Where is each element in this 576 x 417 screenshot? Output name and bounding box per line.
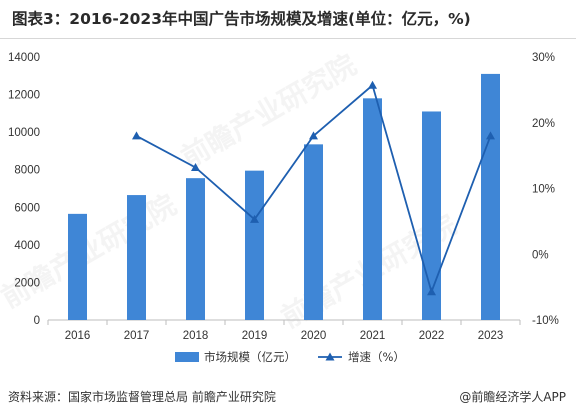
left-tick-label: 14000 bbox=[8, 52, 40, 64]
x-tick-label: 2018 bbox=[183, 330, 209, 342]
right-tick-label: 10% bbox=[532, 184, 555, 196]
left-tick-label: 8000 bbox=[14, 165, 40, 177]
source-note: 资料来源：国家市场监督管理总局 前瞻产业研究院 bbox=[8, 390, 276, 404]
bar-2022 bbox=[422, 111, 441, 320]
bar-2019 bbox=[245, 170, 264, 320]
left-tick-label: 10000 bbox=[8, 127, 40, 139]
growth-marker-2018 bbox=[191, 162, 200, 171]
x-tick-label: 2020 bbox=[301, 330, 327, 342]
chart-title: 图表3：2016-2023年中国广告市场规模及增速(单位：亿元，%) bbox=[12, 10, 471, 28]
left-tick-label: 12000 bbox=[8, 90, 40, 102]
title-divider bbox=[0, 38, 576, 39]
growth-marker-2017 bbox=[132, 131, 141, 140]
left-tick-label: 0 bbox=[34, 315, 40, 327]
right-tick-label: 0% bbox=[532, 249, 549, 261]
bar-2021 bbox=[363, 98, 382, 320]
bar-2020 bbox=[304, 144, 323, 320]
x-tick-label: 2023 bbox=[478, 330, 504, 342]
right-tick-label: -10% bbox=[532, 315, 559, 327]
left-tick-label: 4000 bbox=[14, 240, 40, 252]
growth-marker-2021 bbox=[368, 80, 377, 89]
x-tick-label: 2021 bbox=[360, 330, 386, 342]
bar-2018 bbox=[186, 178, 205, 320]
legend-label-bar: 市场规模（亿元） bbox=[204, 350, 296, 364]
bar-series bbox=[68, 73, 500, 321]
brand-label: @前瞻经济学人APP bbox=[459, 390, 566, 404]
legend-marker-line bbox=[325, 352, 335, 361]
right-tick-label: 20% bbox=[532, 118, 555, 130]
left-axis: 0 2000 4000 6000 8000 10000 12000 14000 bbox=[8, 52, 40, 327]
x-tick-label: 2017 bbox=[124, 330, 150, 342]
growth-marker-2019 bbox=[250, 214, 259, 223]
x-tick-label: 2022 bbox=[419, 330, 445, 342]
right-axis: -10% 0% 10% 20% 30% bbox=[532, 52, 559, 327]
legend-label-line: 增速（%） bbox=[348, 350, 405, 364]
growth-marker-2023 bbox=[486, 131, 495, 140]
left-tick-label: 2000 bbox=[14, 277, 40, 289]
growth-marker-2020 bbox=[309, 131, 318, 140]
growth-marker-2022 bbox=[427, 287, 436, 296]
bar-2016 bbox=[68, 213, 87, 320]
legend: 市场规模（亿元） 增速（%） bbox=[175, 350, 405, 364]
bar-2023 bbox=[481, 73, 500, 321]
right-tick-label: 30% bbox=[532, 52, 555, 64]
bar-2017 bbox=[127, 195, 146, 320]
line-series bbox=[132, 80, 495, 296]
x-tick-label: 2016 bbox=[65, 330, 91, 342]
left-tick-label: 6000 bbox=[14, 202, 40, 214]
x-axis: 2016 2017 2018 2019 2020 2021 2022 2023 bbox=[47, 319, 521, 342]
x-tick-label: 2019 bbox=[242, 330, 268, 342]
legend-swatch-bar bbox=[175, 352, 199, 362]
